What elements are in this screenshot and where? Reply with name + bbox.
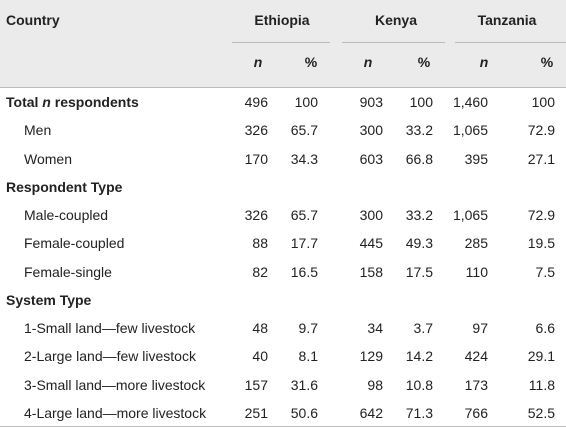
cell: 6.6 [535,320,555,337]
country-header: Kenya [374,12,418,28]
subheader: n [363,54,373,70]
subheader: % [540,54,554,70]
cell: 100 [409,94,433,111]
cell: 7.5 [535,263,555,280]
row-label: Female-coupled [24,235,125,252]
cell: 766 [464,404,488,421]
country-rule [342,42,445,43]
cell: 157 [244,376,268,393]
cell: 603 [359,150,383,167]
country-header: Ethiopia [254,12,310,28]
row-label: Female-single [24,263,112,280]
cell: 326 [244,207,268,224]
section-label: System Type [6,291,92,308]
row-label: 3-Small land—more livestock [24,376,206,393]
cell: 170 [244,150,268,167]
cell: 50.6 [290,404,318,421]
row-label: 2-Large land—few livestock [24,348,196,365]
cell: 8.1 [298,348,318,365]
row-label: Men [24,122,52,139]
cell: 3.7 [413,320,433,337]
cell: 326 [244,122,268,139]
cell: 903 [359,94,383,111]
cell: 33.2 [405,207,433,224]
cell: 97 [472,320,488,337]
cell: 395 [464,150,488,167]
cell: 285 [464,235,488,252]
cell: 251 [244,404,268,421]
row-label: 4-Large land—more livestock [24,404,207,421]
cell: 52.5 [527,404,555,421]
cell: 173 [464,376,488,393]
subheader: n [253,54,263,70]
subheader: % [304,54,318,70]
cell: 72.9 [527,122,555,139]
cell: 17.7 [290,235,318,252]
cell: 445 [359,235,383,252]
header-background [0,0,566,88]
cell: 71.3 [405,404,433,421]
section-label: Respondent Type [6,178,123,195]
cell: 100 [294,94,318,111]
row-label: Total n respondents [6,93,139,111]
cell: 65.7 [290,207,318,224]
cell: 300 [359,207,383,224]
subheader: % [417,54,431,70]
row-label: Women [24,150,72,167]
cell: 158 [359,263,383,280]
cell: 424 [464,348,488,365]
cell: 9.7 [298,320,318,337]
cell: 65.7 [290,122,318,139]
cell: 1,065 [452,122,488,139]
cell: 19.5 [527,235,555,252]
label-part: Total [6,94,43,111]
cell: 129 [359,348,383,365]
cell: 496 [244,94,268,111]
cell: 29.1 [527,348,555,365]
cell: 300 [359,122,383,139]
cell: 10.8 [405,376,433,393]
cell: 33.2 [405,122,433,139]
cell: 1,460 [452,94,488,111]
label-part: n [42,94,51,111]
subheader: n [479,54,489,70]
row-label: 1-Small land—few livestock [24,320,196,337]
cell: 82 [252,263,268,280]
cell: 34.3 [290,150,318,167]
country-rule [232,42,330,43]
cell: 48 [252,320,268,337]
cell: 88 [252,235,268,252]
cell: 27.1 [527,150,555,167]
header-title: Country [6,12,60,28]
cell: 40 [252,348,268,365]
cell: 16.5 [290,263,318,280]
cell: 49.3 [405,235,433,252]
cell: 11.8 [528,376,555,393]
country-header: Tanzania [477,12,537,28]
cell: 98 [367,376,383,393]
cell: 31.6 [290,376,318,393]
cell: 642 [359,404,383,421]
label-part: respondents [50,94,139,111]
cell: 1,065 [452,207,488,224]
cell: 14.2 [405,348,433,365]
row-label: Male-coupled [24,207,109,224]
cell: 100 [531,94,555,111]
cell: 17.5 [405,263,433,280]
country-rule [455,42,566,43]
cell: 66.8 [405,150,433,167]
cell: 72.9 [527,207,555,224]
cell: 110 [465,263,488,280]
cell: 34 [367,320,383,337]
